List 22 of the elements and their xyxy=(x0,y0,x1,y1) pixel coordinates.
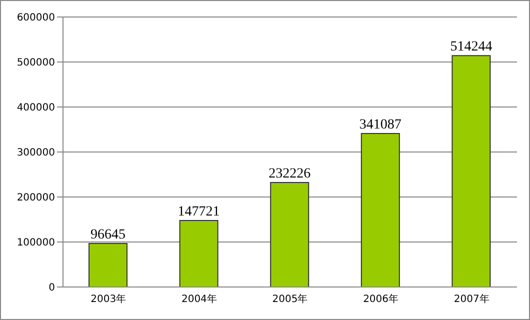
data-label: 147721 xyxy=(178,204,220,220)
x-tick-label: 2005年 xyxy=(272,293,308,306)
x-tick-label: 2006年 xyxy=(363,293,399,306)
bar xyxy=(88,243,128,287)
bar xyxy=(360,133,400,287)
bar xyxy=(179,220,218,287)
y-tick-label: 600000 xyxy=(16,12,55,24)
y-tick-label: 0 xyxy=(48,282,55,294)
data-label: 341087 xyxy=(359,118,402,133)
bar xyxy=(270,182,310,287)
x-tick-label: 2003年 xyxy=(90,293,126,306)
y-tick-label: 200000 xyxy=(16,192,55,204)
bar xyxy=(452,55,491,287)
y-tick-label: 300000 xyxy=(16,148,55,159)
x-tick-label: 2004年 xyxy=(181,293,217,306)
y-tick-label: 400000 xyxy=(16,102,55,114)
data-label: 232226 xyxy=(268,166,311,182)
y-tick-label: 500000 xyxy=(16,58,55,69)
data-label: 96645 xyxy=(90,228,126,243)
data-label: 514244 xyxy=(450,40,492,55)
x-tick-label: 2007年 xyxy=(454,293,490,306)
y-tick-label: 100000 xyxy=(16,238,55,249)
